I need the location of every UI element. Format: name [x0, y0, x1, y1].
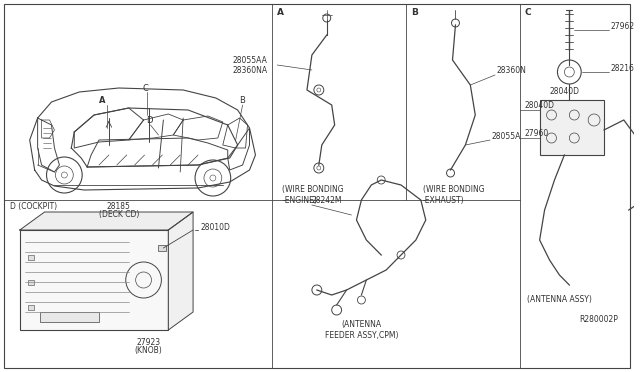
Text: 28055A: 28055A: [491, 131, 520, 141]
Text: (WIRE BONDING
-EXHAUST): (WIRE BONDING -EXHAUST): [423, 185, 484, 205]
Text: 27962: 27962: [611, 22, 635, 31]
Text: C: C: [143, 83, 148, 93]
Text: B: B: [239, 96, 246, 105]
Text: C: C: [525, 8, 531, 17]
Text: 28040D: 28040D: [525, 100, 555, 109]
Text: D (COCKPIT): D (COCKPIT): [10, 202, 57, 211]
Text: (ANTENNA
FEEDER ASSY,CPM): (ANTENNA FEEDER ASSY,CPM): [324, 320, 398, 340]
Text: A: A: [277, 8, 284, 17]
Bar: [20, 230, 168, 330]
Text: 28242M: 28242M: [312, 196, 342, 205]
Text: D: D: [147, 115, 153, 125]
Bar: [159, 245, 166, 251]
Polygon shape: [168, 212, 193, 330]
Bar: [28, 255, 34, 260]
Text: 28040D: 28040D: [549, 87, 579, 96]
Text: (KNOB): (KNOB): [134, 346, 163, 355]
Text: 27923: 27923: [136, 338, 161, 347]
Text: 28010D: 28010D: [200, 222, 230, 231]
Text: (WIRE BONDING
-ENGINE): (WIRE BONDING -ENGINE): [282, 185, 344, 205]
Text: 28360NA: 28360NA: [233, 65, 268, 74]
Text: B: B: [411, 8, 418, 17]
Bar: [40, 312, 99, 322]
Text: (ANTENNA ASSY): (ANTENNA ASSY): [527, 295, 592, 304]
Text: 28185: 28185: [107, 202, 131, 211]
Bar: [540, 100, 604, 155]
Text: 28055AA: 28055AA: [233, 55, 268, 64]
Text: 28360N: 28360N: [496, 65, 526, 74]
Text: R280002P: R280002P: [580, 315, 618, 324]
Bar: [28, 305, 34, 310]
Text: 28216: 28216: [611, 64, 635, 73]
Text: 27960: 27960: [525, 128, 549, 138]
Text: (DECK CD): (DECK CD): [99, 210, 139, 219]
Bar: [28, 280, 34, 285]
Polygon shape: [20, 212, 193, 230]
Text: A: A: [99, 96, 106, 105]
